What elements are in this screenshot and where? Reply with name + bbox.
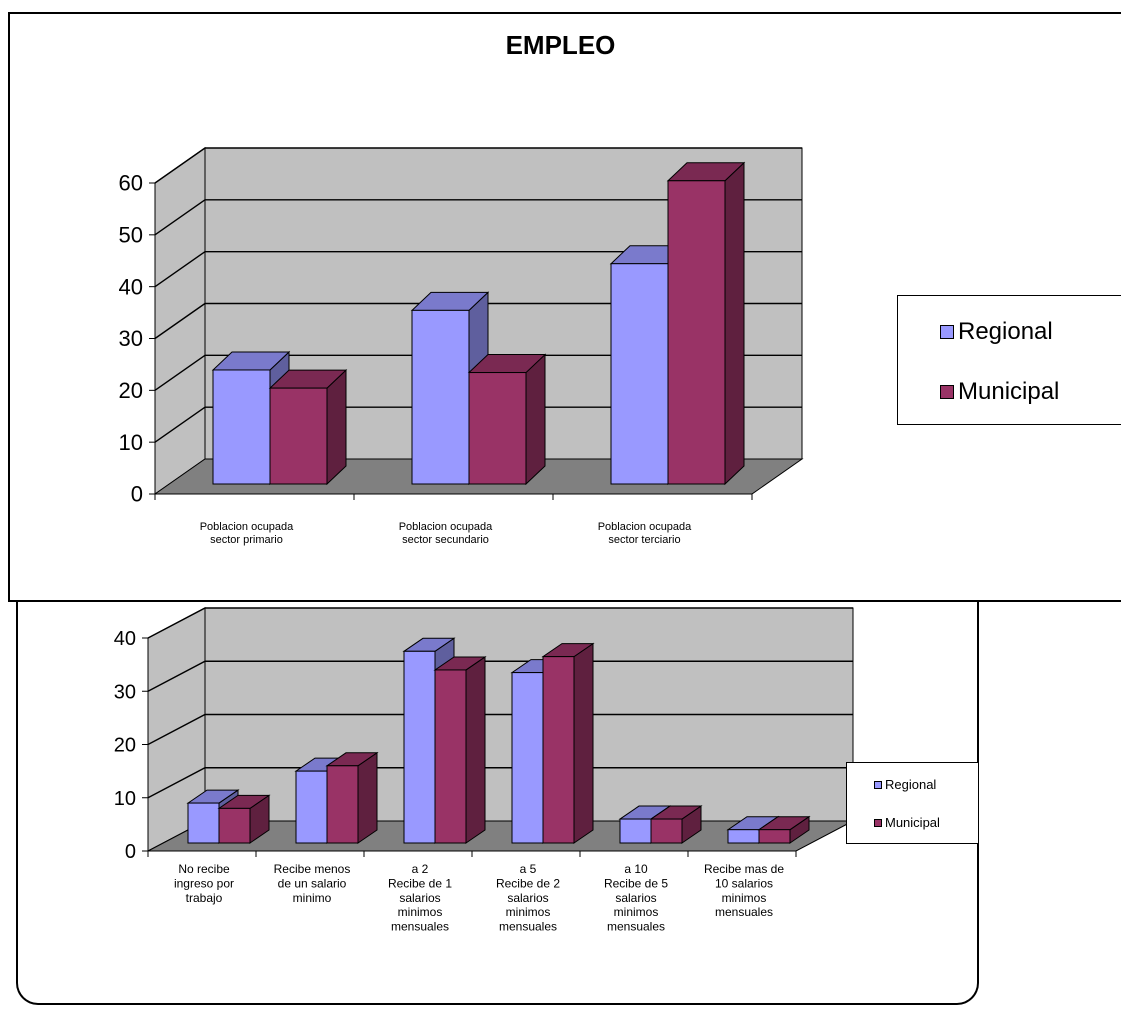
legend-label-regional: Regional [958,318,1053,345]
bar-front [212,369,271,485]
legend2-label-municipal: Municipal [885,815,940,830]
gridline [147,660,853,692]
bar-side [724,161,745,486]
x-category-label: a 2 Recibe de 1 salarios minimos mensuales [388,862,452,934]
gridline [154,250,802,288]
bar-front [218,807,251,844]
gridline [147,713,853,746]
bar-municipal [217,794,271,844]
bar-front [542,656,575,844]
y-tick-label: 20 [114,735,136,757]
y-tick-label: 0 [125,841,136,863]
y-tick-label: 0 [131,482,143,507]
bar-front [650,818,683,844]
income-legend: Regional Municipal [846,762,979,844]
legend-item-municipal: Municipal [940,378,1059,406]
y-tick-label: 30 [119,326,143,351]
bar-regional [211,350,291,486]
legend-label-municipal: Municipal [958,378,1060,405]
gridline [154,354,802,391]
bar-front [295,770,328,844]
legend2-swatch-municipal [874,818,882,827]
y-tick-label: 10 [114,788,136,810]
bar-front [187,802,220,844]
bar-front [411,309,470,485]
gridline [147,607,853,639]
y-tick-label: 60 [119,171,143,196]
gridline [154,147,802,184]
bar-municipal [325,751,379,844]
y-tick-label: 20 [119,378,143,403]
bar-front [269,387,328,485]
x-category-label: Poblacion ocupada sector terciario [598,521,692,546]
bar-front [610,263,669,485]
gridline [154,199,802,236]
y-tick-label: 30 [114,681,136,703]
x-category-label: No recibe ingreso por trabajo [174,862,234,905]
gridline [154,406,802,443]
y-tick-label: 40 [119,274,143,299]
legend2-label-regional: Regional [885,777,937,792]
y-tick-label: 10 [119,430,143,455]
x-category-label: Poblacion ocupada sector primario [200,521,294,546]
bar-municipal [433,655,487,844]
bar-front [326,765,359,844]
bar-front [667,180,726,485]
y-tick-label: 50 [119,223,143,248]
chart-title: EMPLEO [505,30,616,60]
legend2-item-regional: Regional [874,777,936,792]
employment-legend: Regional Municipal [897,295,1121,425]
gridline [154,302,802,340]
x-category-label: a 5 Recibe de 2 salarios minimos mensuales [496,862,560,934]
bar-front [758,829,791,844]
bar-front [434,669,467,844]
legend-swatch-regional [940,325,954,339]
bar-municipal [649,805,703,844]
bar-front [403,650,436,844]
x-category-label: Recibe menos de un salario minimo [274,862,351,905]
bar-municipal [268,368,348,486]
x-category-label: Recibe mas de 10 salarios minimos mensuales [704,862,784,919]
x-category-label: a 10 Recibe de 5 salarios minimos mensuales [604,862,668,934]
legend2-item-municipal: Municipal [874,815,940,830]
y-tick-label: 40 [114,628,136,650]
bar-municipal [467,353,547,486]
bar-front [468,372,527,485]
legend2-swatch-regional [874,780,882,789]
legend-swatch-municipal [940,385,954,399]
x-category-label: Poblacion ocupada sector secundario [399,521,493,546]
bar-side [326,368,347,486]
bar-municipal [757,815,811,844]
gridline [147,767,853,799]
bar-side [525,353,546,486]
legend-item-regional: Regional [940,318,1053,346]
bar-municipal [541,642,595,844]
bar-municipal [666,161,746,486]
